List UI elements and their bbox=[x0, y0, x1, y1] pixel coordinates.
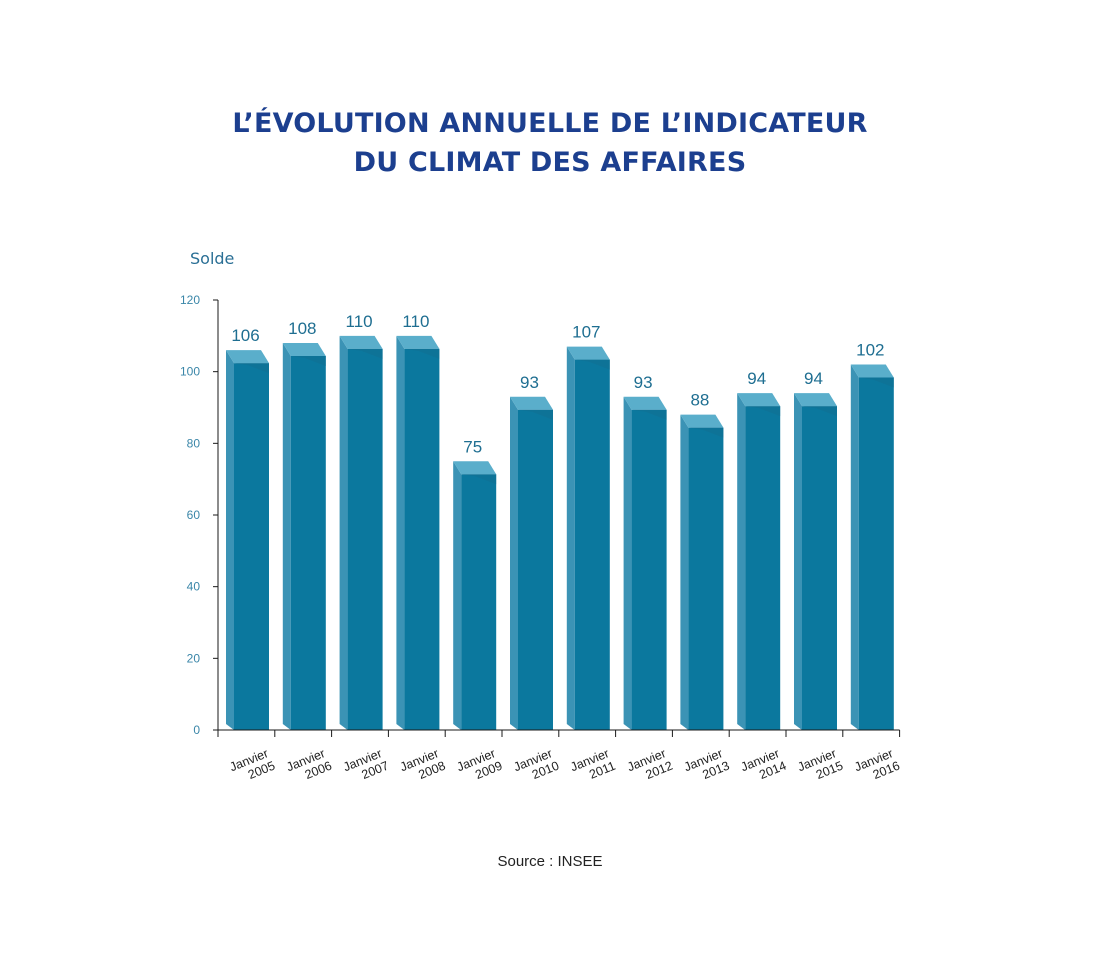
value-label: 108 bbox=[288, 319, 316, 338]
bar-top-shade bbox=[290, 356, 326, 366]
bar-top-shade bbox=[404, 348, 440, 359]
bar-front bbox=[518, 409, 553, 730]
source-note: Source : INSEE bbox=[497, 853, 603, 870]
value-label: 94 bbox=[747, 369, 766, 388]
value-label: 110 bbox=[402, 312, 429, 331]
value-label: 94 bbox=[804, 369, 823, 388]
value-label: 93 bbox=[520, 373, 539, 392]
bar-front bbox=[461, 474, 497, 730]
bar-side bbox=[680, 414, 689, 730]
bar-top-shade bbox=[518, 409, 553, 420]
value-label: 93 bbox=[634, 373, 653, 392]
bar bbox=[737, 393, 781, 730]
y-axis-title: Solde bbox=[190, 249, 235, 268]
bar bbox=[282, 343, 326, 730]
bar-top bbox=[396, 335, 440, 349]
y-tick-label: 60 bbox=[187, 508, 201, 522]
bar-side bbox=[623, 396, 632, 730]
bar-front bbox=[631, 409, 667, 730]
bar-top-shade bbox=[688, 427, 724, 438]
bar-front bbox=[688, 427, 724, 730]
bar-side bbox=[794, 393, 802, 730]
bar-side bbox=[226, 350, 234, 730]
bar-top bbox=[680, 414, 724, 428]
bar-top bbox=[566, 346, 610, 360]
bar-front bbox=[234, 363, 269, 730]
value-label: 75 bbox=[463, 437, 482, 456]
bar-side bbox=[737, 393, 746, 730]
bar-front bbox=[802, 406, 837, 730]
value-label: 106 bbox=[231, 326, 259, 345]
bar bbox=[453, 461, 497, 730]
bar-side bbox=[566, 346, 575, 730]
chart-title: L’ÉVOLUTION ANNUELLE DE L’INDICATEUR DU … bbox=[0, 104, 1100, 182]
bar bbox=[339, 335, 383, 730]
bar-top bbox=[510, 396, 553, 410]
bar-front bbox=[745, 406, 781, 730]
bar-side bbox=[510, 396, 518, 730]
bar-front bbox=[574, 359, 610, 730]
y-tick-label: 80 bbox=[187, 436, 201, 450]
bar-top bbox=[339, 335, 383, 349]
bar-top bbox=[737, 393, 781, 407]
bar-top bbox=[282, 343, 326, 356]
bar-top-shade bbox=[802, 406, 837, 417]
bar-top-shade bbox=[234, 363, 269, 374]
bar-top bbox=[453, 461, 497, 475]
bar-top bbox=[794, 393, 837, 407]
bar-side bbox=[453, 461, 462, 730]
bar bbox=[510, 396, 553, 730]
y-tick-label: 120 bbox=[180, 293, 200, 307]
bar-side bbox=[282, 343, 291, 730]
bar bbox=[680, 414, 724, 730]
bar-top-shade bbox=[631, 409, 667, 420]
value-label: 102 bbox=[856, 341, 884, 360]
bar bbox=[566, 346, 610, 730]
bar-side bbox=[850, 364, 859, 730]
y-tick-label: 40 bbox=[187, 580, 201, 594]
bar bbox=[794, 393, 837, 730]
y-tick-label: 20 bbox=[187, 651, 201, 665]
value-label: 107 bbox=[572, 323, 600, 342]
bar-top bbox=[226, 350, 269, 364]
bar-front bbox=[290, 356, 326, 730]
bar-top bbox=[850, 364, 894, 378]
bar-top-shade bbox=[745, 406, 781, 417]
bar-top-shade bbox=[574, 359, 610, 370]
bar-top bbox=[623, 396, 667, 410]
bar-top-shade bbox=[461, 474, 497, 485]
bar-top-shade bbox=[858, 377, 894, 388]
y-tick-label: 100 bbox=[180, 365, 200, 379]
chart-title-line-1: L’ÉVOLUTION ANNUELLE DE L’INDICATEUR bbox=[232, 108, 868, 139]
bar bbox=[226, 350, 269, 730]
bar-front bbox=[404, 348, 440, 730]
y-tick-label: 0 bbox=[193, 723, 200, 737]
bar bbox=[850, 364, 894, 730]
bar bbox=[396, 335, 440, 730]
chart-title-line-2: DU CLIMAT DES AFFAIRES bbox=[353, 147, 747, 178]
value-label: 88 bbox=[690, 391, 709, 410]
bar-top-shade bbox=[347, 348, 383, 359]
bar-front bbox=[347, 348, 383, 730]
bar-side bbox=[396, 335, 405, 730]
value-label: 110 bbox=[346, 312, 373, 331]
bar bbox=[623, 396, 667, 730]
bar-front bbox=[858, 377, 894, 730]
bar-side bbox=[339, 335, 348, 730]
